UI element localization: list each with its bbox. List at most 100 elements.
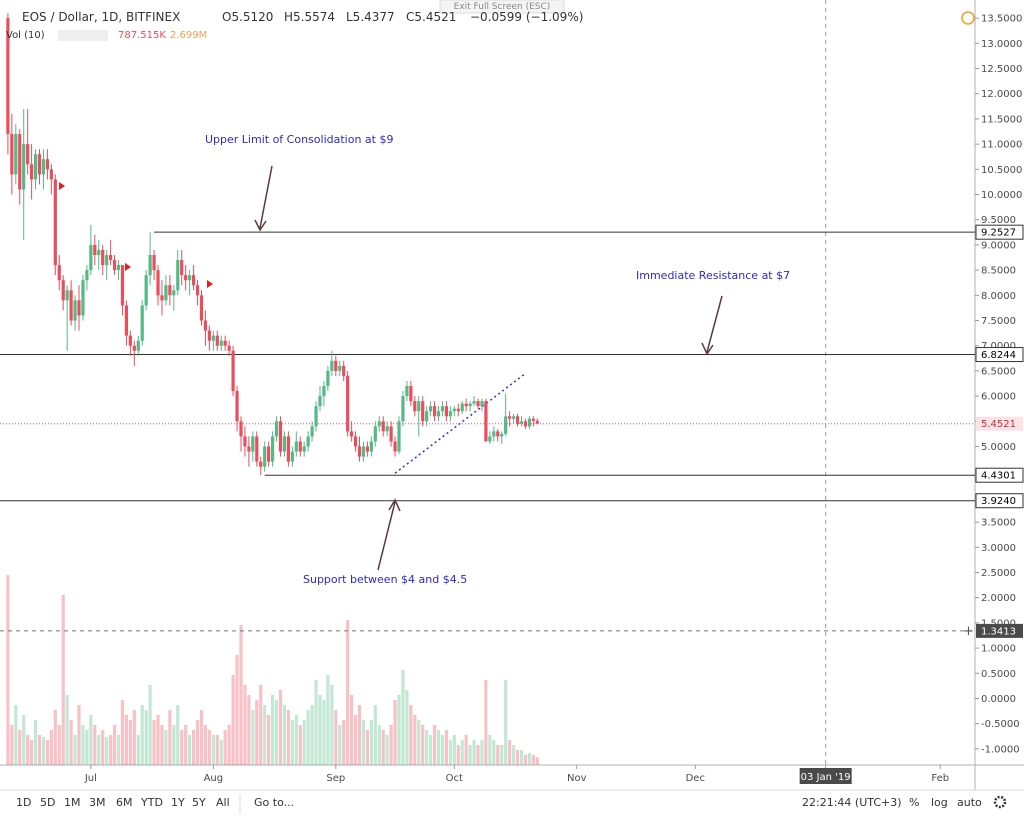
candle-body: [527, 418, 531, 427]
y-tick-label: 7.5000: [981, 316, 1016, 327]
range-button[interactable]: 1M: [64, 796, 81, 809]
volume-bar: [231, 675, 235, 765]
volume-bar: [290, 720, 294, 765]
indicator-buttons[interactable]: [58, 30, 108, 41]
crosshair-label: 1.3413: [981, 626, 1016, 637]
volume-bar: [456, 745, 460, 765]
candle-body: [290, 451, 294, 462]
candle-body: [61, 280, 65, 301]
candle-body: [33, 154, 38, 180]
log-button[interactable]: log: [931, 796, 948, 809]
candle-body: [342, 365, 346, 376]
volume-bar: [444, 730, 449, 765]
volume-bar: [247, 695, 251, 765]
date-marker-box: [799, 768, 852, 784]
candle-body: [26, 144, 30, 165]
candle-body: [6, 18, 10, 135]
crosshair-plus: +: [963, 624, 974, 639]
volume-bar: [472, 740, 476, 765]
range-button[interactable]: 6M: [116, 796, 133, 809]
range-button[interactable]: 1Y: [171, 796, 185, 809]
candle-body: [223, 340, 227, 346]
volume-bar: [57, 725, 61, 765]
candle-body: [425, 411, 429, 422]
candle-body: [65, 290, 69, 301]
volume-value: 787.515K: [118, 30, 166, 41]
candle-body: [330, 360, 334, 371]
range-button[interactable]: YTD: [140, 796, 163, 809]
volume-bar: [511, 745, 516, 765]
candle-body: [508, 416, 512, 419]
x-tick-label: Dec: [686, 773, 705, 784]
volume-bar: [405, 690, 409, 765]
volume-bar: [22, 715, 26, 765]
volume-bar: [14, 705, 18, 765]
candle-body: [452, 408, 456, 412]
candle-body: [519, 421, 524, 424]
x-tick-label: Feb: [931, 773, 949, 784]
candle-body: [188, 275, 192, 281]
candle-body: [89, 244, 93, 271]
volume-bar: [235, 655, 239, 765]
range-button[interactable]: 3M: [89, 796, 106, 809]
range-button[interactable]: 5D: [40, 796, 55, 809]
volume-bar: [440, 735, 445, 765]
volume-bar: [330, 685, 334, 765]
x-tick-label: 03 Jan '19: [801, 772, 851, 783]
candle-body: [116, 265, 121, 271]
volume-bar: [164, 730, 168, 765]
y-tick-label: 3.0000: [981, 543, 1016, 554]
level-label: 4.4301: [981, 471, 1016, 482]
exit-fullscreen[interactable]: [439, 0, 565, 14]
clock: 22:21:44 (UTC+3): [802, 796, 902, 809]
volume-bar: [89, 715, 93, 765]
candle-body: [421, 401, 425, 422]
auto-button[interactable]: auto: [957, 796, 982, 809]
percent-button[interactable]: %: [909, 796, 919, 809]
y-tick-label: 12.0000: [981, 89, 1022, 100]
volume-bar: [65, 695, 69, 765]
volume-bar: [421, 725, 425, 765]
volume-bar: [199, 710, 204, 765]
candle-body: [397, 421, 401, 452]
volume-bar: [77, 705, 81, 765]
candle-body: [207, 330, 211, 341]
marker: [125, 263, 131, 271]
level-label-box: [975, 493, 1024, 509]
y-tick-label: 5.0000: [981, 442, 1016, 453]
volume-bar: [26, 735, 30, 765]
range-button[interactable]: 1D: [16, 796, 31, 809]
candle-body: [30, 164, 34, 180]
candle-body: [259, 461, 263, 467]
candle-body: [385, 426, 389, 432]
candle-body: [409, 386, 413, 402]
candle-body: [49, 169, 53, 180]
exit-fullscreen-label[interactable]: Exit Full Screen (ESC): [454, 2, 551, 12]
volume-bar: [30, 740, 34, 765]
candle-body: [148, 255, 152, 276]
alert-icon[interactable]: [961, 11, 975, 25]
candle-body: [432, 406, 437, 417]
candle-body: [37, 154, 42, 175]
volume-bar: [504, 680, 508, 765]
range-button[interactable]: All: [216, 796, 230, 809]
candle-body: [168, 285, 172, 296]
volume-bar: [338, 725, 342, 765]
volume-bar: [191, 730, 196, 765]
range-button[interactable]: 5Y: [192, 796, 206, 809]
goto-button[interactable]: Go to...: [254, 796, 294, 809]
settings-button[interactable]: [993, 795, 1007, 809]
candle-body: [93, 244, 97, 255]
volume-bar: [496, 745, 500, 765]
candle-body: [132, 345, 136, 351]
volume-bar: [346, 620, 350, 765]
candle-body: [373, 426, 377, 442]
volume-bar: [140, 705, 144, 765]
ohlc-change: −0.0599 (−1.09%): [470, 10, 583, 24]
ohlc-close: C5.4521: [406, 10, 456, 24]
candle-body: [531, 418, 535, 421]
candle-body: [413, 401, 417, 412]
candle-body: [10, 134, 14, 175]
volume-bar: [527, 753, 531, 765]
